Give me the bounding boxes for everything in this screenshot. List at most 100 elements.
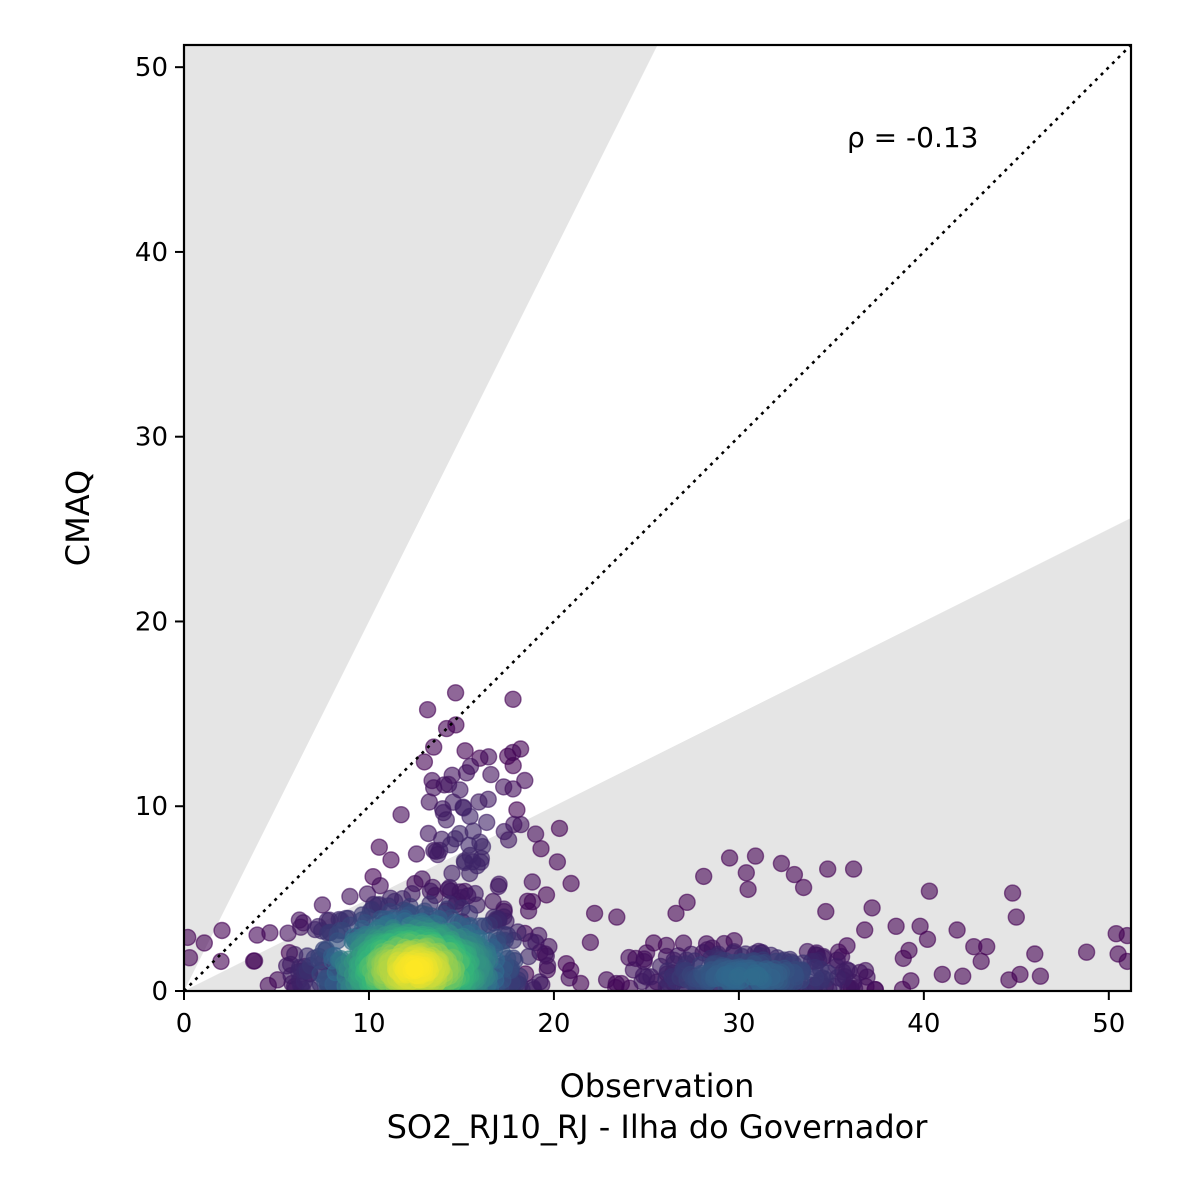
data-point — [443, 864, 461, 882]
data-point — [743, 968, 761, 986]
data-point — [425, 738, 443, 756]
shaded-region-0 — [184, 45, 658, 991]
data-point — [863, 899, 881, 917]
y-tick-label: 20 — [135, 607, 168, 637]
data-point — [667, 904, 685, 923]
chart-subtitle: SO2_RJ10_RJ - Ilha do Governador — [387, 1108, 929, 1146]
x-axis-label: Observation — [560, 1067, 755, 1105]
data-point — [418, 701, 437, 719]
x-tick-label: 40 — [907, 1009, 940, 1039]
data-point — [184, 949, 199, 967]
data-point — [213, 921, 231, 940]
data-point — [478, 813, 496, 832]
data-point — [537, 886, 556, 904]
data-point — [918, 930, 937, 948]
data-point — [607, 974, 625, 991]
data-point — [581, 933, 600, 952]
data-point — [902, 972, 920, 990]
data-point — [460, 836, 478, 854]
data-point — [526, 825, 545, 843]
data-point — [720, 849, 739, 867]
y-tick-label: 50 — [135, 53, 168, 83]
data-point — [817, 902, 835, 921]
x-axis: 0 10 20 30 40 50 — [176, 991, 1125, 1039]
data-point — [737, 864, 755, 882]
data-point — [437, 811, 455, 829]
data-point — [894, 949, 912, 968]
y-axis: 0 10 20 30 40 50 — [135, 53, 184, 1007]
x-tick-label: 30 — [722, 1009, 755, 1039]
x-tick-label: 50 — [1092, 1009, 1125, 1039]
data-point — [972, 952, 990, 971]
data-point — [920, 882, 939, 900]
data-point — [1031, 967, 1050, 985]
data-point — [245, 952, 264, 970]
y-tick-label: 10 — [135, 792, 168, 822]
data-point — [461, 807, 479, 826]
data-point — [504, 743, 522, 762]
data-point — [456, 742, 474, 760]
data-point — [678, 893, 696, 911]
data-point — [844, 860, 863, 878]
data-point — [1077, 943, 1096, 961]
data-point — [508, 801, 526, 819]
data-point — [1026, 945, 1044, 963]
data-point — [695, 867, 713, 886]
data-point — [965, 938, 983, 956]
data-point — [504, 690, 522, 708]
data-point — [392, 806, 410, 824]
data-point — [1118, 926, 1131, 945]
data-point — [794, 878, 813, 897]
data-point — [212, 952, 230, 971]
data-point — [585, 904, 604, 923]
data-point — [608, 908, 626, 926]
data-point — [560, 969, 578, 987]
data-point — [516, 771, 534, 790]
data-point — [184, 928, 197, 947]
data-point — [406, 959, 424, 977]
data-point — [532, 840, 550, 858]
data-point — [933, 965, 951, 984]
data-point — [562, 874, 580, 893]
data-point — [819, 860, 837, 878]
data-point — [470, 793, 488, 811]
data-point — [523, 873, 541, 891]
data-point — [1003, 884, 1022, 902]
y-axis-label: CMAQ — [59, 470, 97, 566]
data-point — [785, 865, 804, 884]
data-point — [954, 967, 972, 985]
data-point — [772, 854, 791, 873]
y-tick-label: 40 — [135, 238, 168, 268]
data-point — [482, 765, 500, 784]
plot-frame — [182, 43, 1133, 993]
correlation-annotation: ρ = -0.13 — [847, 121, 978, 154]
data-point — [1118, 952, 1131, 971]
data-point — [371, 877, 389, 895]
data-point — [856, 921, 874, 939]
data-point — [415, 753, 434, 771]
data-point — [739, 880, 757, 899]
data-point — [550, 819, 569, 838]
data-point — [407, 845, 426, 863]
data-point — [495, 822, 513, 841]
data-point — [341, 887, 359, 906]
data-point — [457, 764, 476, 782]
data-point — [370, 838, 388, 856]
x-tick-label: 20 — [537, 1009, 570, 1039]
data-point — [536, 945, 554, 963]
data-point — [490, 875, 508, 893]
y-tick-label: 30 — [135, 423, 168, 453]
data-point — [479, 748, 498, 766]
data-point — [382, 851, 400, 869]
data-point — [328, 932, 347, 950]
y-tick-label: 0 — [151, 977, 168, 1007]
data-point — [887, 917, 905, 935]
data-point — [911, 917, 929, 935]
data-point — [195, 934, 214, 952]
data-point — [548, 853, 567, 871]
data-point — [746, 847, 765, 865]
data-point — [437, 719, 456, 738]
x-tick-label: 10 — [352, 1009, 385, 1039]
data-point — [495, 778, 513, 796]
